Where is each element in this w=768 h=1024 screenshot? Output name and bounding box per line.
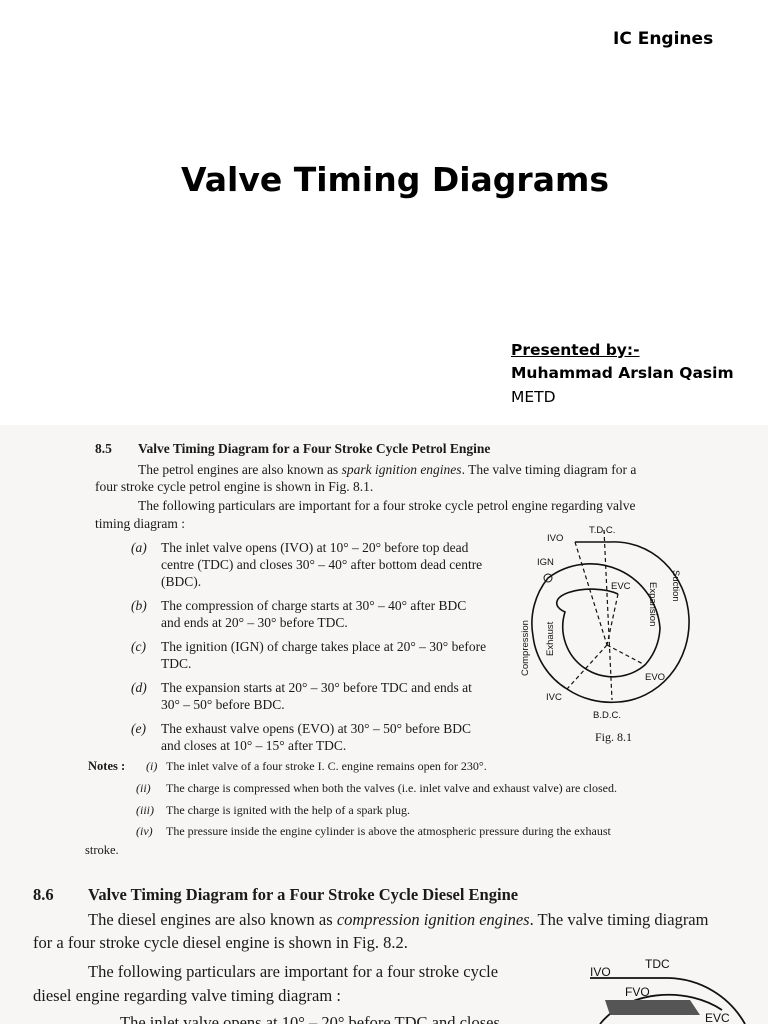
figure-8-1-diagram: T.D.C. IVO IGN EVC EVO IVC B.D.C. Suctio… [520,525,690,744]
label-ign: IGN [537,557,554,568]
label-ivo: IVO [547,533,563,544]
label-expansion: Expansion [647,582,658,626]
item-mark: (b) [131,598,147,613]
item-mark: (e) [131,721,146,736]
item-mark: (d) [131,680,147,695]
text: The petrol engines are also known as [138,462,342,477]
notes-tail: stroke. [85,843,119,857]
note-mark: (ii) [136,781,151,795]
note-mark: (iii) [136,803,154,817]
section-85-heading: Valve Timing Diagram for a Four Stroke C… [138,441,491,456]
label-bdc: B.D.C. [593,710,621,721]
label-ivo: IVO [590,965,611,979]
label-tdc: T.D.C. [589,525,615,536]
section-85-number: 8.5 [95,441,112,456]
note-text: The charge is compressed when both the v… [166,781,617,795]
section-85-intro1: The petrol engines are also known as spa… [138,462,636,478]
item-line: and closes at 10° – 15° after TDC. [161,738,347,753]
item-line: centre (TDC) and closes 30° – 40° after … [161,557,483,572]
scanned-page [0,425,768,1024]
item-line: 30° – 50° before BDC. [161,697,285,712]
text: The diesel engines are also known as [88,910,337,929]
section-86-number: 8.6 [33,885,54,904]
spark-icon [543,573,553,583]
item-mark: (a) [131,540,147,555]
item-line: and ends at 20° – 30° before TDC. [161,615,348,630]
section-86-intro2: The following particulars are important … [88,962,499,981]
section-86-intro2-cont: diesel engine regarding valve timing dia… [33,986,341,1005]
section-85-intro2-cont: timing diagram : [95,516,185,531]
item-line: The inlet valve opens (IVO) at 10° – 20°… [161,540,469,555]
section-86-intro1: The diesel engines are also known as com… [88,910,708,930]
exhaust-arc [555,588,646,678]
compression-expansion-arc [531,563,661,690]
text-italic: spark ignition engines [341,462,462,477]
section-85-intro2: The following particulars are important … [138,498,636,513]
section-86-item-a-partial: The inlet valve opens at 10° – 20° befor… [120,1013,500,1024]
note-text: The charge is ignited with the help of a… [166,803,411,817]
section-86-intro1-cont: for a four stroke cycle diesel engine is… [33,933,408,952]
course-label: IC Engines [613,29,714,49]
text-italic: compression ignition engines [336,910,530,929]
page-title: Valve Timing Diagrams [181,160,609,199]
label-fvo: FVO [625,985,650,999]
item-line: The compression of charge starts at 30° … [161,598,467,613]
item-line: The expansion starts at 20° – 30° before… [161,680,472,695]
note-text: The pressure inside the engine cylinder … [166,824,611,838]
note-mark: (iv) [136,824,153,838]
item-line: TDC. [161,656,192,671]
suction-arc [566,541,690,704]
label-compression: Compression [520,620,531,676]
note-text: The inlet valve of a four stroke I. C. e… [166,759,487,773]
label-evc: EVC [705,1011,730,1024]
presenter-label: Presented by:- [511,341,640,359]
label-suction: Suction [670,570,681,602]
presenter-dept: METD [511,388,556,406]
label-exhaust: Exhaust [545,621,556,656]
label-ivc: IVC [546,692,562,703]
section-86-heading: Valve Timing Diagram for a Four Stroke C… [88,885,519,904]
notes-label: Notes : [88,759,126,773]
item-line: The exhaust valve opens (EVO) at 30° – 5… [161,721,471,736]
text: . The valve timing diagram [529,910,709,929]
figure-8-2-partial: IVO TDC FVO EVC [590,957,746,1024]
label-evo: EVO [645,672,665,683]
item-mark: (c) [131,639,146,654]
item-line: The ignition (IGN) of charge takes place… [161,639,487,654]
section-85-intro1-cont: four stroke cycle petrol engine is shown… [95,479,374,494]
presenter-name: Muhammad Arslan Qasim [511,364,734,382]
item-line: (BDC). [161,574,202,589]
note-mark: (i) [146,759,158,773]
text: . The valve timing diagram for a [461,462,637,477]
label-evc: EVC [611,581,631,592]
label-tdc: TDC [645,957,670,971]
figure-caption: Fig. 8.1 [595,730,632,744]
